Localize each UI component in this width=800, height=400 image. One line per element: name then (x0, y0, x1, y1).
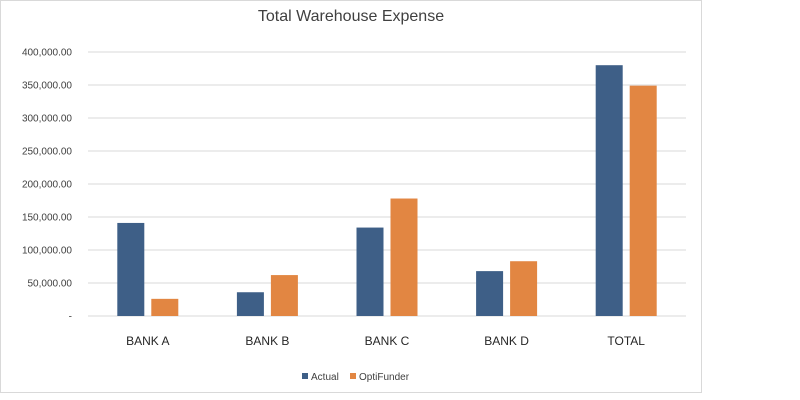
y-tick-label: 250,000.00 (22, 147, 72, 158)
x-tick-label: TOTAL (607, 334, 645, 348)
bar (510, 261, 538, 316)
y-tick-label: - (69, 312, 72, 323)
chart-frame (0, 0, 702, 393)
legend-swatch (350, 373, 356, 379)
x-tick-label: BANK A (126, 334, 169, 348)
y-tick-label: 100,000.00 (22, 246, 72, 257)
bar (390, 198, 418, 316)
x-tick-label: BANK B (245, 334, 289, 348)
bar (356, 227, 384, 316)
x-tick-label: BANK C (365, 334, 410, 348)
y-tick-label: 50,000.00 (28, 279, 73, 290)
bar (151, 298, 179, 316)
bar (236, 292, 264, 316)
x-tick-label: BANK D (484, 334, 529, 348)
y-tick-label: 150,000.00 (22, 213, 72, 224)
y-tick-label: 300,000.00 (22, 114, 72, 125)
bar (117, 222, 145, 316)
bar (629, 85, 657, 316)
chart-title: Total Warehouse Expense (257, 8, 445, 25)
legend-swatch (302, 373, 308, 379)
legend-label: OptiFunder (359, 372, 410, 383)
legend-label: Actual (311, 372, 339, 383)
y-tick-label: 200,000.00 (22, 180, 72, 191)
bar (595, 65, 623, 316)
y-tick-label: 350,000.00 (22, 81, 72, 92)
bar (270, 275, 298, 316)
y-tick-label: 400,000.00 (22, 48, 72, 59)
bar (476, 271, 504, 316)
